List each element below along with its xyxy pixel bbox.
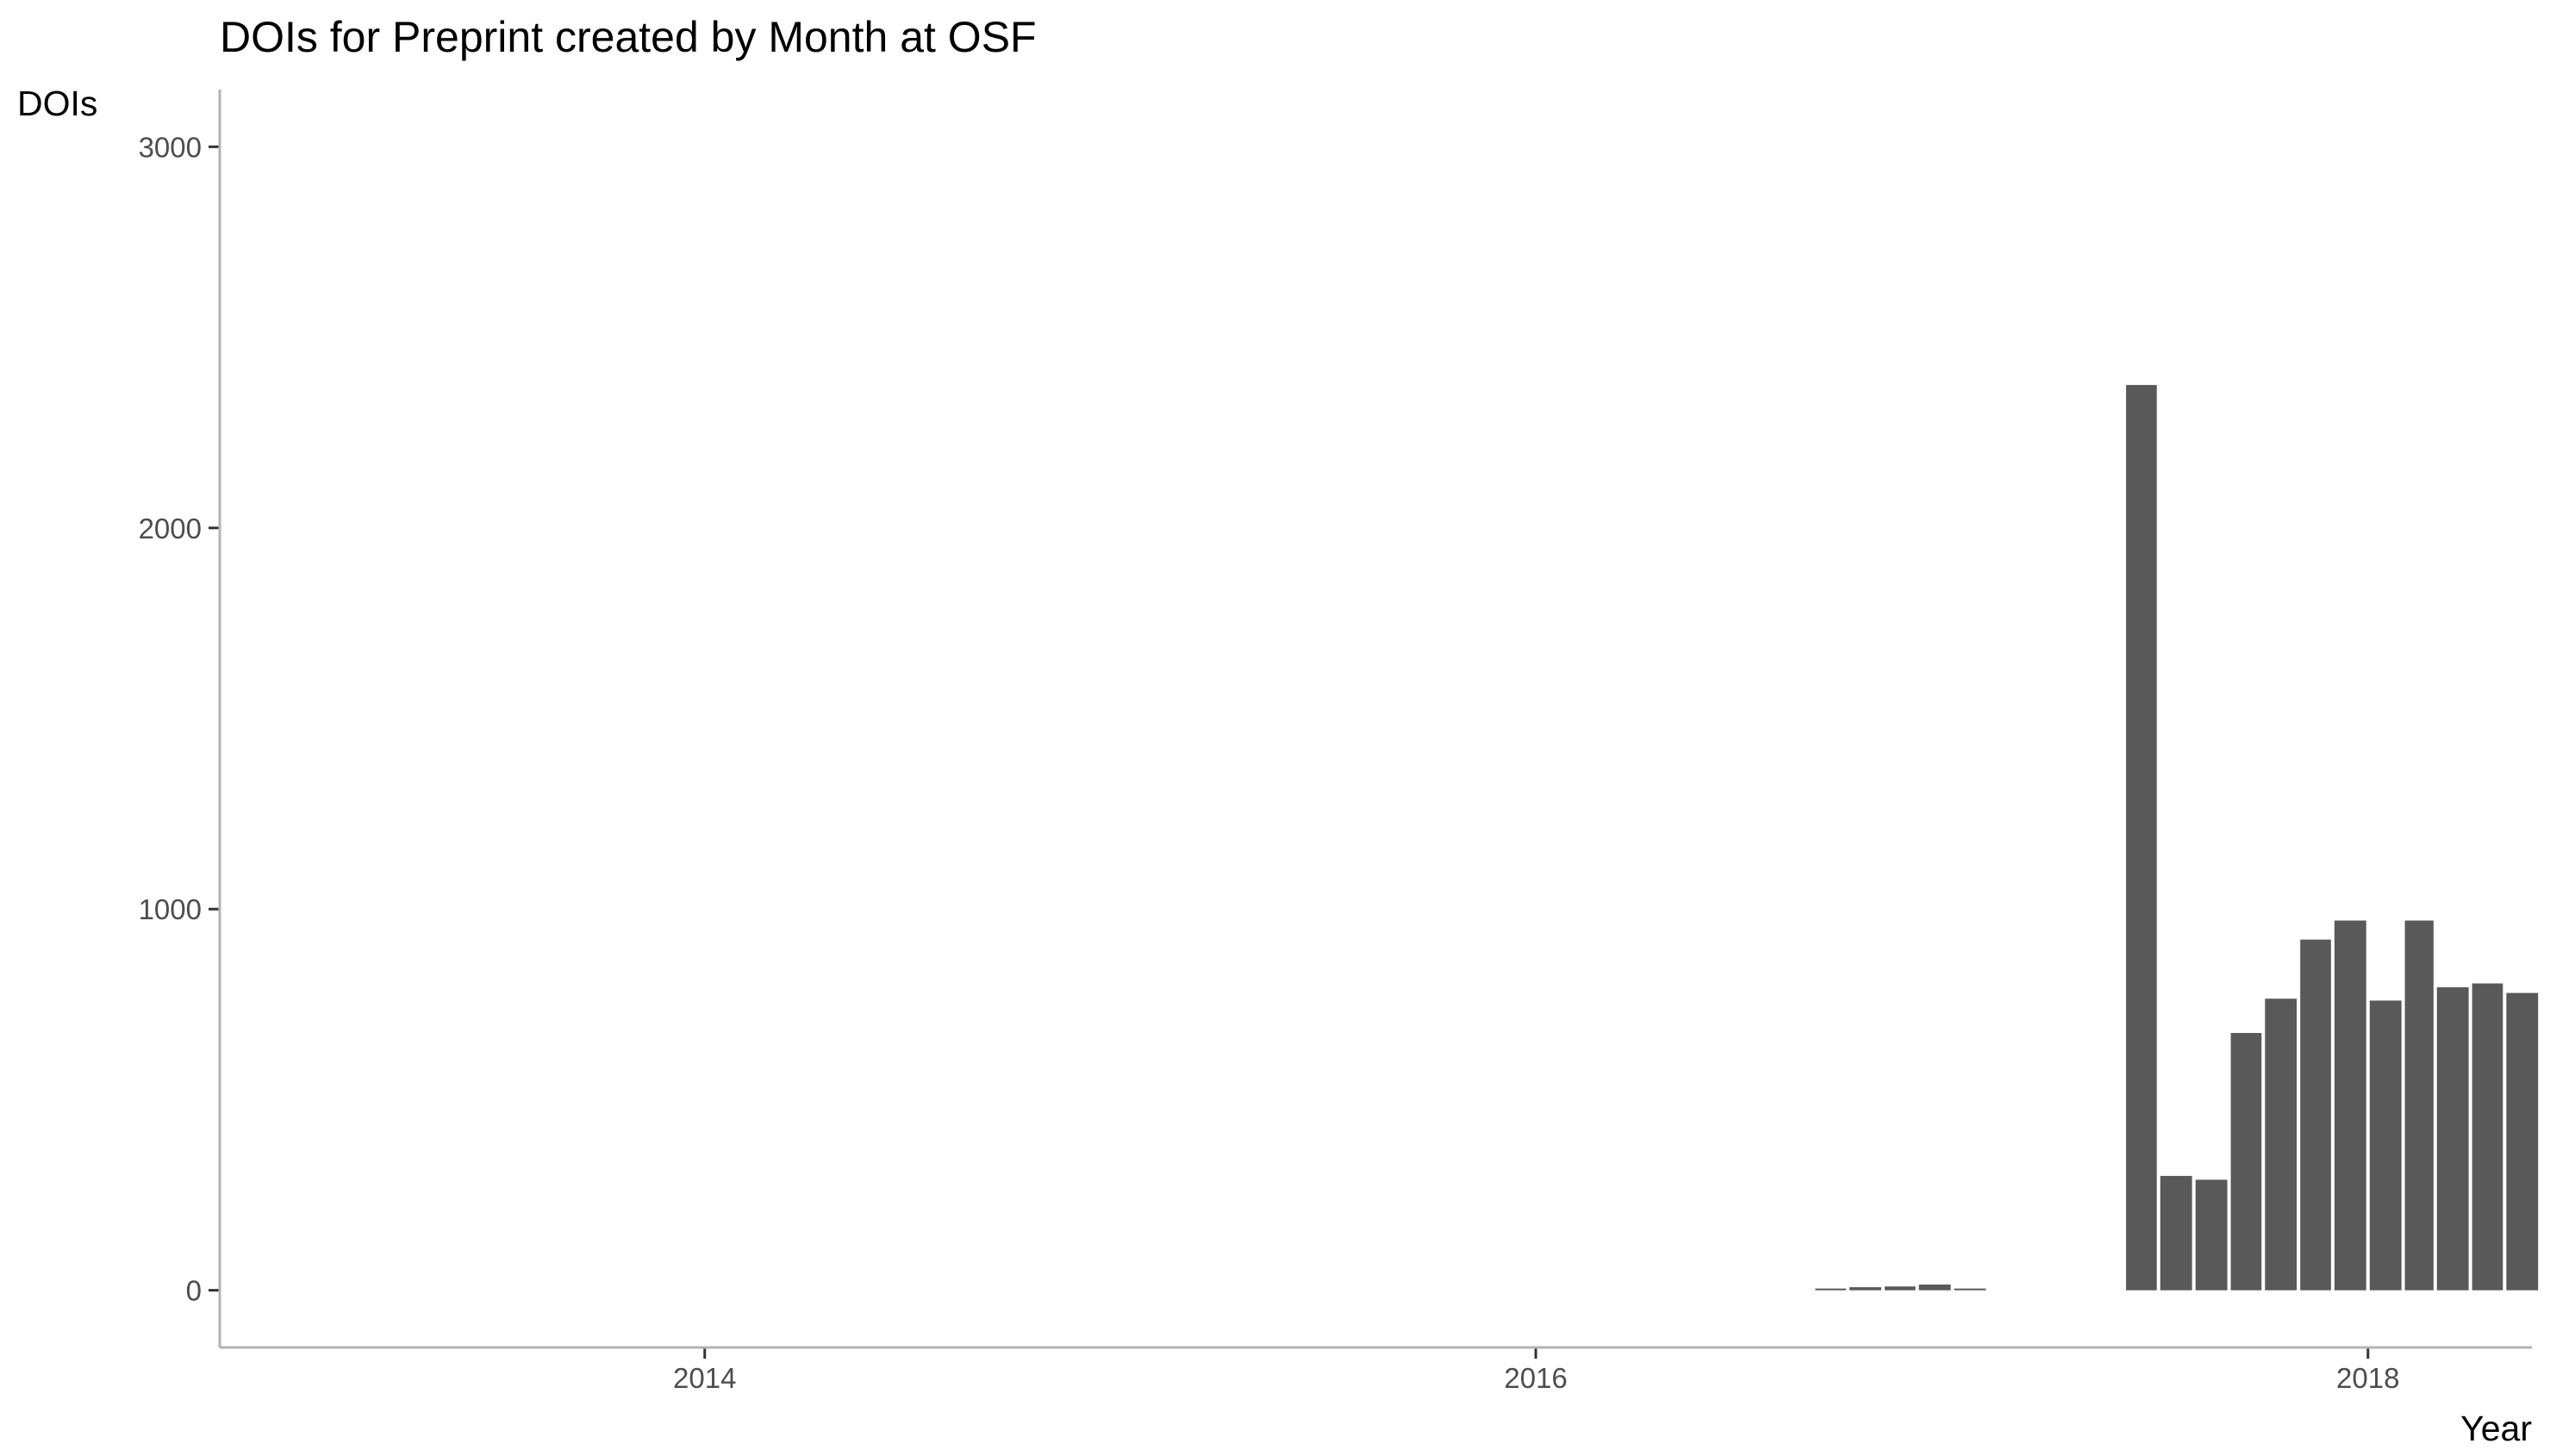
bar-2017-10 xyxy=(2265,999,2297,1291)
y-axis-ticks: 0 1000 2000 3000 xyxy=(139,131,220,1307)
y-tick-label: 0 xyxy=(186,1275,202,1307)
bar-2018-01 xyxy=(2369,1000,2402,1291)
x-tick-label: 2016 xyxy=(1504,1362,1567,1394)
bar-2017-06 xyxy=(2126,384,2157,1291)
x-tick-label: 2018 xyxy=(2336,1362,2399,1394)
bar-2018-05 xyxy=(2506,992,2539,1291)
bar-2016-12 xyxy=(1918,1285,1951,1291)
y-tick-label: 2000 xyxy=(139,513,202,544)
y-tick-label: 1000 xyxy=(139,893,202,925)
bar-2017-07 xyxy=(2160,1175,2192,1291)
bars xyxy=(1815,384,2539,1291)
x-axis-ticks: 2014 2016 2018 xyxy=(673,1347,2399,1394)
bar-2017-11 xyxy=(2300,939,2331,1291)
bar-2017-08 xyxy=(2195,1179,2228,1291)
x-tick-label: 2014 xyxy=(673,1362,736,1394)
bar-2016-09 xyxy=(1815,1288,1847,1291)
bar-2017-12 xyxy=(2334,920,2366,1291)
bar-2018-04 xyxy=(2472,983,2503,1291)
bar-2017-01 xyxy=(1954,1288,1986,1291)
chart-title: DOIs for Preprint created by Month at OS… xyxy=(220,13,1037,61)
bar-2016-10 xyxy=(1849,1287,1881,1291)
bar-2018-03 xyxy=(2436,986,2469,1291)
x-axis-label: Year xyxy=(2460,1409,2532,1448)
bar-2016-11 xyxy=(1884,1286,1916,1291)
bar-2017-09 xyxy=(2230,1033,2262,1291)
y-axis-label: DOIs xyxy=(17,84,97,123)
bar-2018-02 xyxy=(2404,920,2434,1291)
y-tick-label: 3000 xyxy=(139,131,202,163)
